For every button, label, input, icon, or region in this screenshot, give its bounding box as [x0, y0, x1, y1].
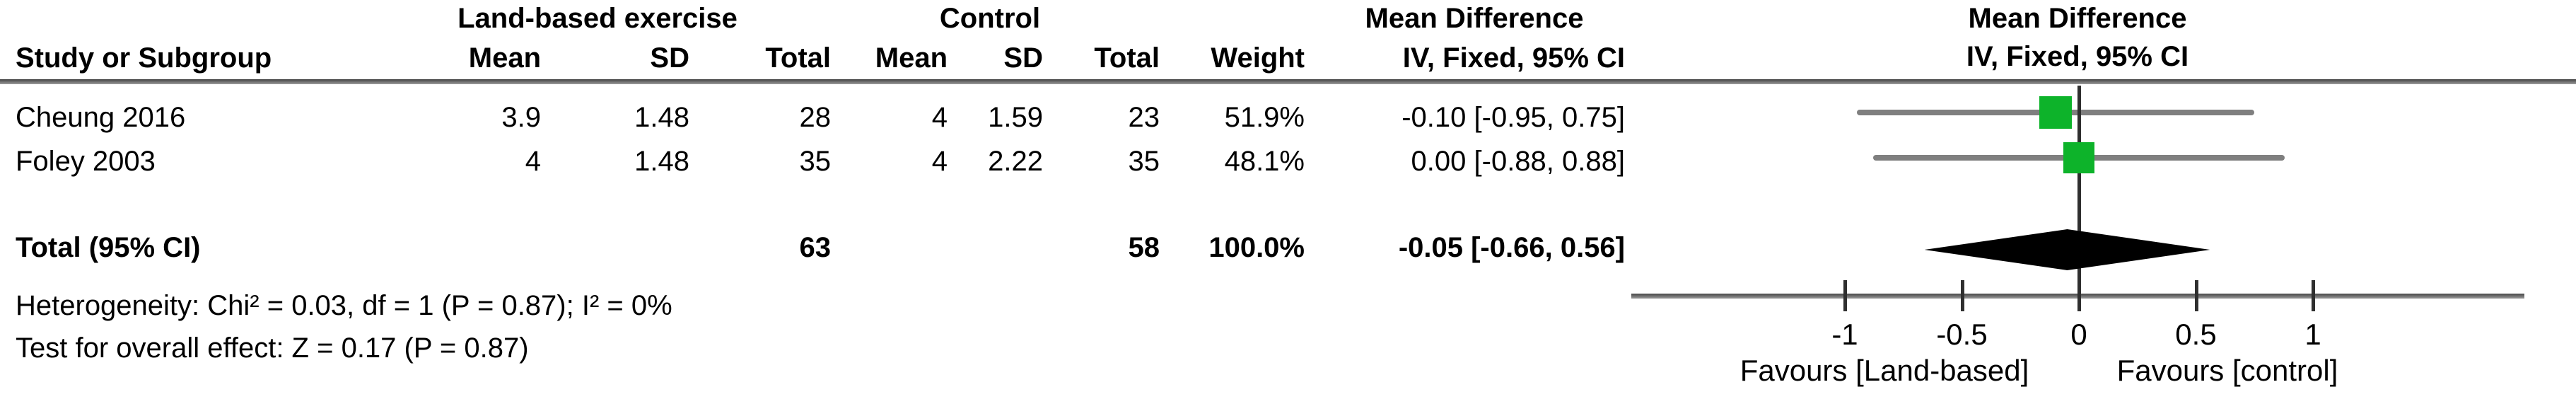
cell-mean-ctrl: 4: [931, 102, 948, 133]
total-effect-ci: -0.05 [-0.66, 0.56]: [1398, 232, 1625, 263]
col-header-study: Study or Subgroup: [16, 42, 272, 74]
total-n-ctrl: 58: [1128, 232, 1160, 263]
cell-total-ctrl: 35: [1128, 146, 1160, 177]
favours-right-label: Favours [control]: [2116, 354, 2338, 387]
col-header-weight: Weight: [1211, 42, 1305, 74]
col-header-total-exp: Total: [765, 42, 831, 74]
col-header-total-ctrl: Total: [1094, 42, 1160, 74]
tick-label: 0.5: [2175, 318, 2217, 351]
col-header-sd-ctrl: SD: [1003, 42, 1043, 74]
cell-mean-exp: 4: [525, 146, 541, 177]
zero-reference-line: [2077, 86, 2081, 296]
col-header-sd-exp: SD: [650, 42, 689, 74]
col-header-mean-ctrl: Mean: [875, 42, 948, 74]
col-header-effect-ci: IV, Fixed, 95% CI: [1402, 42, 1625, 74]
cell-total-ctrl: 23: [1128, 102, 1160, 133]
group-header-effect: Mean Difference: [1365, 3, 1584, 34]
total-n-exp: 63: [799, 232, 832, 263]
cell-weight: 48.1%: [1224, 146, 1305, 177]
cell-effect-ci: 0.00 [-0.88, 0.88]: [1411, 146, 1625, 177]
study-ci-line: [1856, 110, 2255, 115]
tick-label: 1: [2304, 318, 2321, 351]
heterogeneity-note: Heterogeneity: Chi² = 0.03, df = 1 (P = …: [16, 290, 672, 321]
cell-weight: 51.9%: [1224, 102, 1305, 133]
group-header-effect-plot: Mean Difference: [1968, 3, 2187, 34]
total-label: Total (95% CI): [16, 232, 201, 263]
study-marker-square: [2039, 96, 2072, 129]
cell-effect-ci: -0.10 [-0.95, 0.75]: [1401, 102, 1625, 133]
group-header-control: Control: [939, 3, 1041, 34]
tick-label: -1: [1831, 318, 1858, 351]
study-label: Cheung 2016: [16, 102, 186, 133]
cell-mean-ctrl: 4: [931, 146, 948, 177]
cell-total-exp: 35: [799, 146, 832, 177]
col-header-mean-exp: Mean: [468, 42, 541, 74]
overall-effect-note: Test for overall effect: Z = 0.17 (P = 0…: [16, 333, 529, 364]
cell-sd-ctrl: 2.22: [988, 146, 1043, 177]
cell-sd-ctrl: 1.59: [988, 102, 1043, 133]
favours-left-label: Favours [Land-based]: [1739, 354, 2029, 387]
pooled-diamond: [1924, 229, 2210, 270]
cell-sd-exp: 1.48: [634, 102, 689, 133]
cell-sd-exp: 1.48: [634, 146, 689, 177]
tick-label: -0.5: [1936, 318, 1988, 351]
tick-label: 0: [2070, 318, 2087, 351]
col-header-effect-ci-plot: IV, Fixed, 95% CI: [1966, 41, 2189, 72]
cell-mean-exp: 3.9: [501, 102, 541, 133]
group-header-experimental: Land-based exercise: [457, 3, 738, 34]
total-weight: 100.0%: [1208, 232, 1305, 263]
study-label: Foley 2003: [16, 146, 156, 177]
header-rule: [0, 79, 2576, 84]
cell-total-exp: 28: [799, 102, 832, 133]
